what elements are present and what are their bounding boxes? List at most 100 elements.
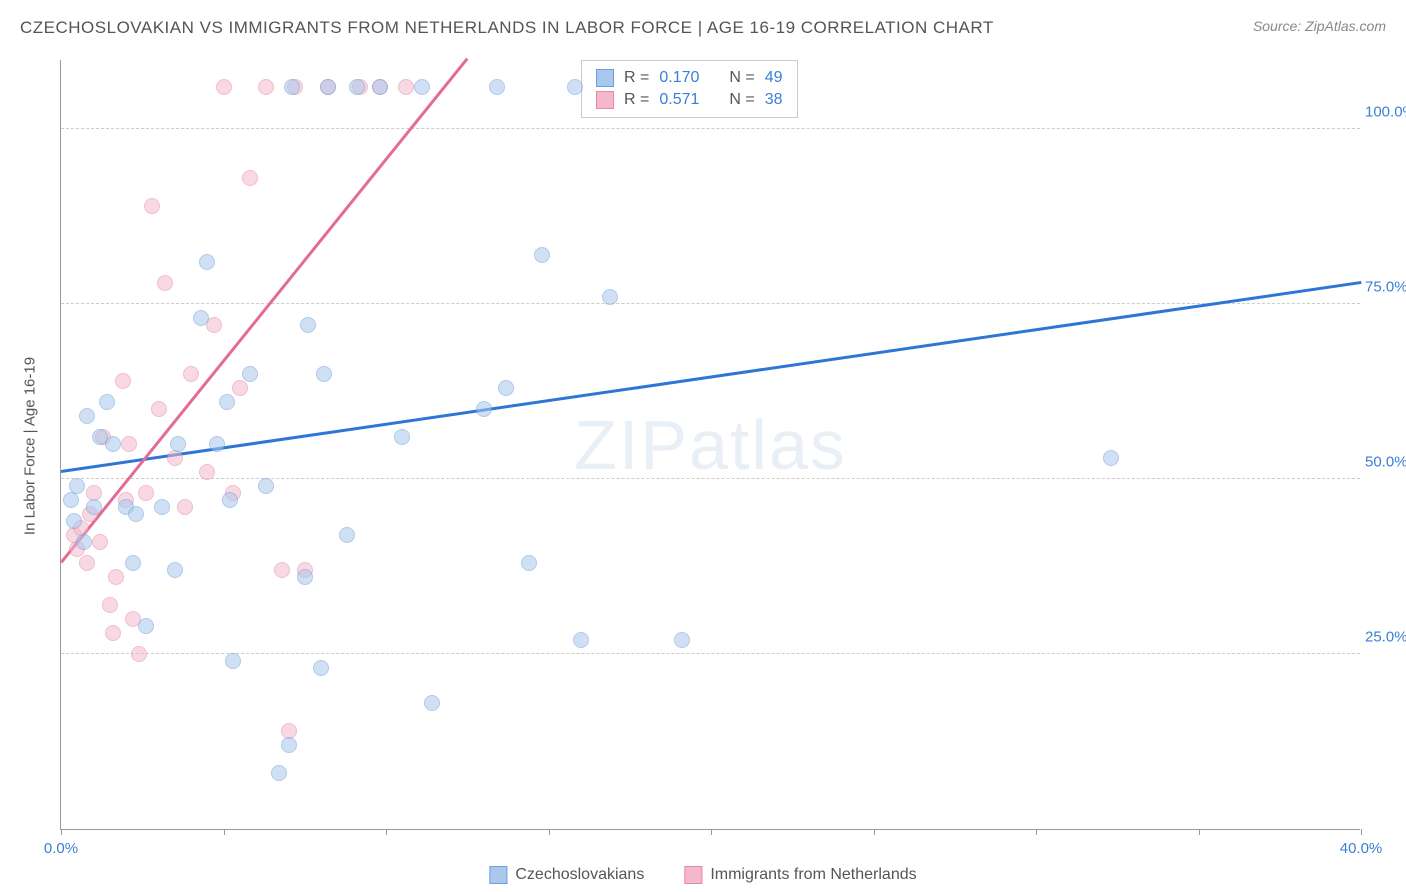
x-tick: [1036, 829, 1037, 835]
x-tick: [711, 829, 712, 835]
bottom-legend: Czechoslovakians Immigrants from Netherl…: [489, 866, 916, 884]
data-point: [115, 373, 131, 389]
data-point: [121, 436, 137, 452]
data-point: [222, 492, 238, 508]
data-point: [151, 401, 167, 417]
data-point: [274, 562, 290, 578]
data-point: [424, 695, 440, 711]
stat-r-label: R =: [624, 69, 649, 87]
gridline: [61, 653, 1360, 654]
data-point: [193, 310, 209, 326]
data-point: [199, 254, 215, 270]
x-tick: [61, 829, 62, 835]
data-point: [316, 366, 332, 382]
data-point: [242, 170, 258, 186]
data-point: [242, 366, 258, 382]
swatch-series2: [596, 91, 614, 109]
data-point: [157, 275, 173, 291]
data-point: [167, 562, 183, 578]
data-point: [170, 436, 186, 452]
x-tick: [386, 829, 387, 835]
y-tick-label: 50.0%: [1365, 454, 1406, 471]
legend-swatch-1: [489, 866, 507, 884]
source-attribution: Source: ZipAtlas.com: [1253, 18, 1386, 34]
data-point: [258, 79, 274, 95]
data-point: [339, 527, 355, 543]
y-tick-label: 100.0%: [1365, 104, 1406, 121]
data-point: [105, 625, 121, 641]
data-point: [79, 408, 95, 424]
x-tick: [549, 829, 550, 835]
x-tick: [1199, 829, 1200, 835]
data-point: [219, 394, 235, 410]
data-point: [313, 660, 329, 676]
legend-label-2: Immigrants from Netherlands: [710, 866, 916, 884]
gridline: [61, 128, 1360, 129]
data-point: [86, 499, 102, 515]
data-point: [216, 79, 232, 95]
stat-n-value-1: 49: [765, 69, 783, 87]
x-tick: [224, 829, 225, 835]
data-point: [99, 394, 115, 410]
stat-n-label: N =: [729, 91, 754, 109]
data-point: [271, 765, 287, 781]
stat-r-value-1: 0.170: [659, 69, 699, 87]
data-point: [154, 499, 170, 515]
data-point: [79, 555, 95, 571]
stats-row-series1: R = 0.170 N = 49: [596, 67, 783, 89]
stat-r-label: R =: [624, 91, 649, 109]
x-tick: [1361, 829, 1362, 835]
data-point: [225, 653, 241, 669]
data-point: [69, 478, 85, 494]
data-point: [567, 79, 583, 95]
data-point: [534, 247, 550, 263]
data-point: [300, 317, 316, 333]
data-point: [573, 632, 589, 648]
y-tick-label: 25.0%: [1365, 629, 1406, 646]
x-tick: [874, 829, 875, 835]
stat-n-label: N =: [729, 69, 754, 87]
data-point: [66, 513, 82, 529]
chart-title: CZECHOSLOVAKIAN VS IMMIGRANTS FROM NETHE…: [20, 18, 994, 38]
data-point: [232, 380, 248, 396]
stat-r-value-2: 0.571: [659, 91, 699, 109]
legend-item-series1: Czechoslovakians: [489, 866, 644, 884]
data-point: [489, 79, 505, 95]
swatch-series1: [596, 69, 614, 87]
data-point: [394, 429, 410, 445]
y-axis-label: In Labor Force | Age 16-19: [22, 357, 39, 535]
x-tick-label: 40.0%: [1340, 840, 1383, 857]
stat-n-value-2: 38: [765, 91, 783, 109]
data-point: [1103, 450, 1119, 466]
watermark: ZIPatlas: [574, 405, 847, 485]
data-point: [138, 618, 154, 634]
data-point: [76, 534, 92, 550]
plot-area: ZIPatlas R = 0.170 N = 49 R = 0.571 N = …: [60, 60, 1360, 830]
stats-legend-box: R = 0.170 N = 49 R = 0.571 N = 38: [581, 60, 798, 118]
data-point: [138, 485, 154, 501]
data-point: [349, 79, 365, 95]
legend-label-1: Czechoslovakians: [515, 866, 644, 884]
data-point: [414, 79, 430, 95]
data-point: [131, 646, 147, 662]
data-point: [108, 569, 124, 585]
data-point: [183, 366, 199, 382]
data-point: [105, 436, 121, 452]
data-point: [602, 289, 618, 305]
data-point: [128, 506, 144, 522]
stats-row-series2: R = 0.571 N = 38: [596, 89, 783, 111]
legend-item-series2: Immigrants from Netherlands: [684, 866, 916, 884]
data-point: [281, 737, 297, 753]
data-point: [297, 569, 313, 585]
gridline: [61, 303, 1360, 304]
data-point: [125, 555, 141, 571]
legend-swatch-2: [684, 866, 702, 884]
data-point: [284, 79, 300, 95]
data-point: [476, 401, 492, 417]
data-point: [398, 79, 414, 95]
data-point: [320, 79, 336, 95]
data-point: [372, 79, 388, 95]
data-point: [63, 492, 79, 508]
data-point: [209, 436, 225, 452]
data-point: [177, 499, 193, 515]
